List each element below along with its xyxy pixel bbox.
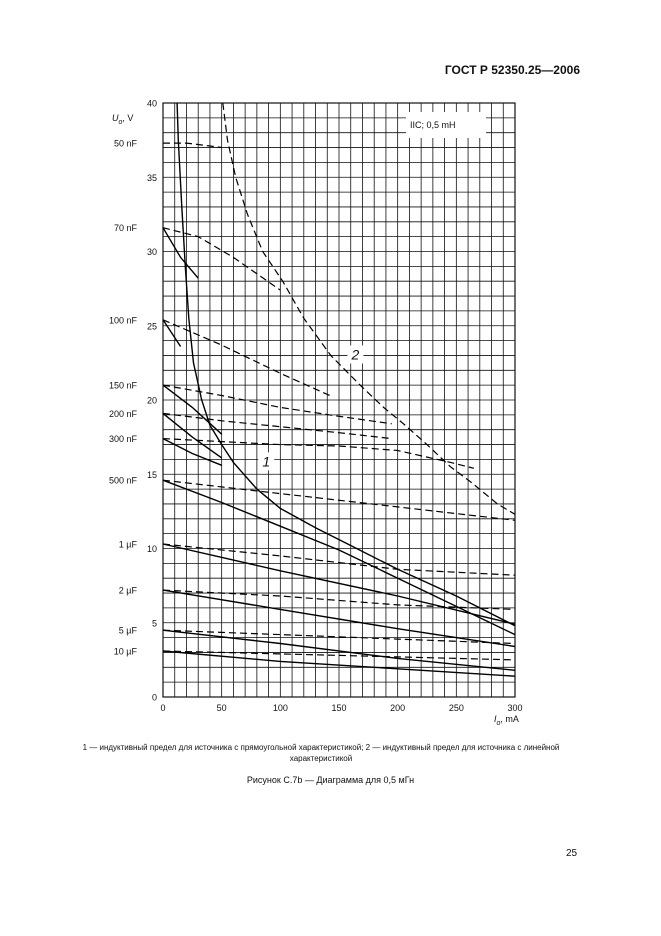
capacitance-label: 10 µF — [114, 646, 138, 656]
series-line-70-nf-solid — [162, 227, 199, 279]
series-line-1-solid — [176, 102, 516, 627]
series-line-200-nf-dashed — [162, 412, 392, 440]
x-tick-label: 150 — [331, 703, 346, 713]
chart-annotations: IIC; 0,5 mH 1 2 — [258, 112, 486, 471]
curve-label: 1 — [262, 453, 270, 469]
x-tick-label: 250 — [449, 703, 464, 713]
series-line-1-f-dashed — [162, 543, 516, 576]
x-axis-label: Io, mA — [494, 714, 519, 727]
series-line-10-f-solid — [162, 650, 516, 677]
series-line-150-nf-solid — [162, 384, 223, 435]
series-line-10-f-dashed — [162, 650, 516, 661]
series-line-2-f-dashed — [162, 589, 516, 610]
x-tick-label: 0 — [160, 703, 165, 713]
figure-caption: Рисунок С.7b — Диаграмма для 0,5 мГн — [246, 775, 415, 785]
figure-legend: 1 — индуктивный предел для источника с п… — [82, 743, 560, 763]
y-axis-label: Uo, V — [112, 113, 133, 126]
capacitance-label: 2 µF — [119, 586, 138, 596]
series-line-300-nf-solid — [162, 437, 222, 466]
y-tick-label: 25 — [147, 321, 157, 331]
chart-series — [162, 102, 516, 677]
x-tick-label: 50 — [217, 703, 227, 713]
series-line-500-nf-dashed — [162, 479, 516, 521]
x-tick-label: 100 — [273, 703, 288, 713]
capacitance-labels: 50 nF 70 nF 100 nF 150 nF 200 nF 300 nF 500 nF… — [109, 139, 138, 657]
series-line-300-nf-dashed — [162, 438, 475, 469]
capacitance-label: 70 nF — [114, 223, 138, 233]
capacitance-label: 500 nF — [109, 476, 138, 486]
series-line-2-dashed — [222, 102, 516, 515]
y-tick-label: 40 — [147, 99, 157, 109]
series-line-500-nf-solid — [162, 479, 516, 636]
curve-label-background — [347, 345, 364, 364]
capacitance-label: 200 nF — [109, 409, 138, 419]
y-tick-label: 5 — [152, 618, 157, 628]
annotation-text: IIC; 0,5 mH — [410, 120, 456, 130]
chart-grid — [162, 102, 516, 698]
annotation-background — [406, 112, 486, 138]
curve-label: 2 — [351, 346, 360, 362]
capacitance-label: 100 nF — [109, 315, 138, 325]
y-tick-label: 35 — [147, 173, 157, 183]
series-line-50-nf-dashed — [163, 142, 222, 149]
series-line-1-f-solid — [162, 543, 516, 625]
series-line-200-nf-solid — [162, 412, 223, 459]
curve-label-background — [258, 452, 275, 471]
series-line-5-f-solid — [162, 629, 516, 671]
y-tick-label: 30 — [147, 247, 157, 257]
series-line-70-nf-dashed — [162, 227, 281, 291]
series-line-2-f-solid — [162, 589, 516, 648]
y-tick-label: 0 — [152, 693, 157, 703]
capacitance-label: 150 nF — [109, 381, 138, 391]
series-line-150-nf-dashed — [162, 384, 392, 425]
capacitance-label: 50 nF — [114, 139, 138, 149]
document-header: ГОСТ Р 52350.25—2006 — [444, 63, 580, 77]
chart: 0 5 10 15 20 25 30 35 40 0 50 100 150 200 250 300 Uo, V I… — [109, 99, 523, 728]
capacitance-label: 5 µF — [119, 626, 138, 636]
series-line-100-nf-solid — [162, 319, 182, 347]
y-tick-label: 15 — [147, 470, 157, 480]
x-tick-label: 300 — [507, 703, 522, 713]
capacitance-label: 300 nF — [109, 434, 138, 444]
y-tick-label: 10 — [147, 544, 157, 554]
plot-frame — [162, 102, 516, 698]
axis-ticks: 0 5 10 15 20 25 30 35 40 0 50 100 150 200 250 300 Uo, V I… — [112, 99, 523, 728]
capacitance-label: 1 µF — [119, 540, 138, 550]
series-line-5-f-dashed — [162, 629, 516, 645]
x-tick-label: 200 — [390, 703, 405, 713]
y-tick-label: 20 — [147, 396, 157, 406]
series-line-100-nf-dashed — [162, 319, 334, 398]
page-number: 25 — [566, 848, 578, 859]
